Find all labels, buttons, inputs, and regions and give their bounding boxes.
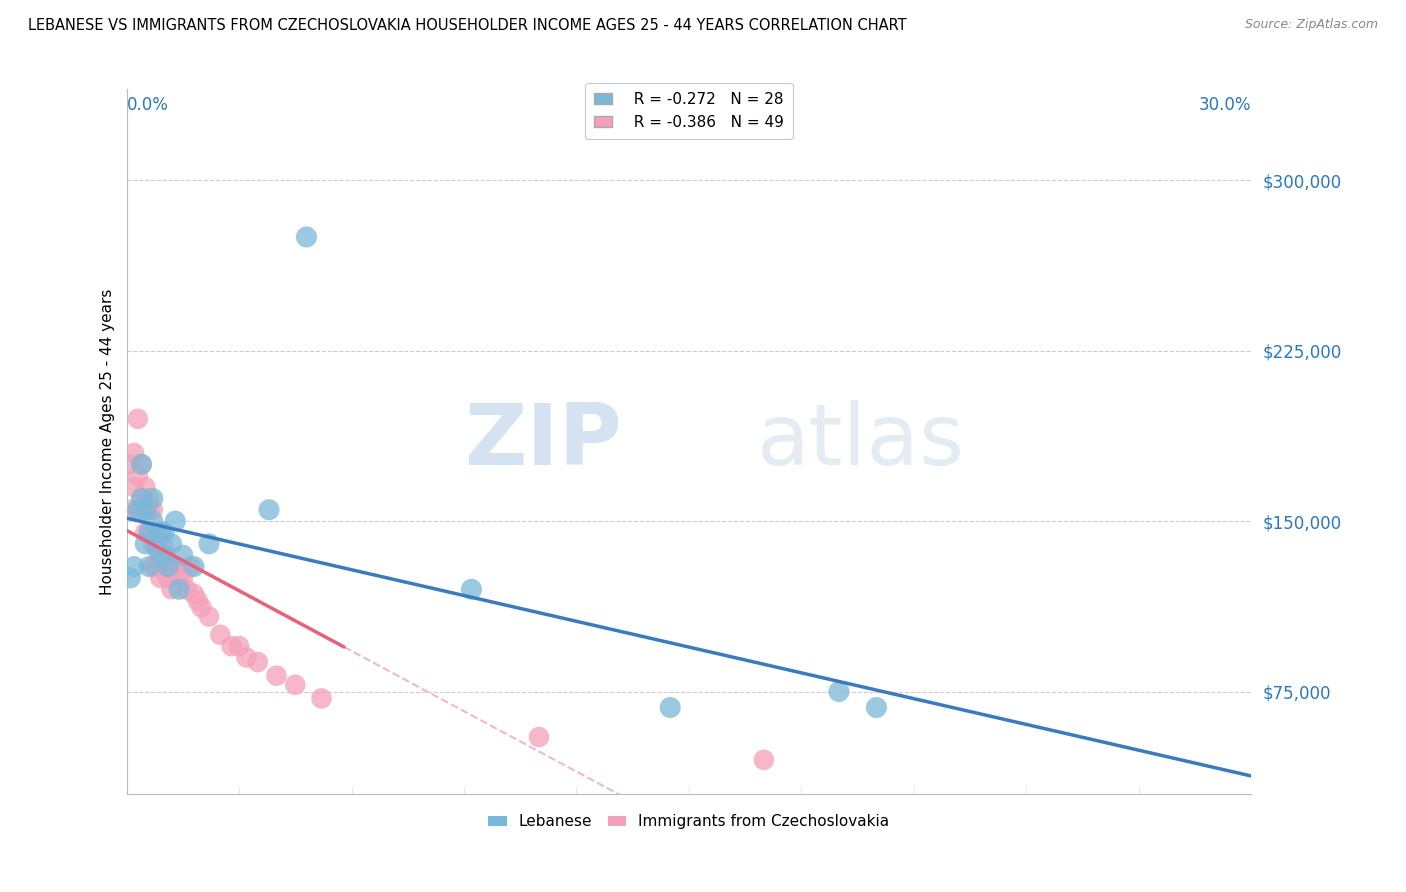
Point	[142, 502, 165, 516]
Point	[149, 571, 172, 585]
Point	[176, 582, 198, 597]
Point	[120, 457, 142, 471]
Point	[865, 700, 887, 714]
Point	[138, 525, 160, 540]
Point	[145, 525, 167, 540]
Point	[120, 571, 142, 585]
Point	[122, 480, 145, 494]
Point	[127, 502, 149, 516]
Point	[142, 514, 165, 528]
Point	[190, 600, 212, 615]
Point	[228, 639, 250, 653]
Point	[460, 582, 482, 597]
Point	[167, 571, 190, 585]
Point	[134, 502, 156, 516]
Point	[131, 491, 153, 506]
Point	[122, 559, 145, 574]
Point	[127, 502, 149, 516]
Text: 0.0%: 0.0%	[127, 96, 169, 114]
Point	[138, 502, 160, 516]
Point	[153, 559, 176, 574]
Legend: Lebanese, Immigrants from Czechoslovakia: Lebanese, Immigrants from Czechoslovakia	[482, 808, 896, 836]
Point	[153, 541, 176, 556]
Point	[127, 468, 149, 483]
Point	[142, 559, 165, 574]
Point	[149, 525, 172, 540]
Point	[153, 548, 176, 562]
Text: 30.0%: 30.0%	[1199, 96, 1251, 114]
Point	[235, 650, 257, 665]
Point	[527, 730, 550, 744]
Point	[187, 593, 209, 607]
Point	[266, 668, 288, 682]
Point	[160, 559, 183, 574]
Point	[198, 609, 221, 624]
Point	[209, 628, 232, 642]
Point	[160, 582, 183, 597]
Point	[183, 587, 205, 601]
Point	[122, 446, 145, 460]
Point	[138, 491, 160, 506]
Point	[127, 412, 149, 426]
Text: ZIP: ZIP	[464, 400, 621, 483]
Point	[246, 655, 269, 669]
Point	[153, 525, 176, 540]
Point	[752, 753, 775, 767]
Point	[120, 502, 142, 516]
Point	[221, 639, 243, 653]
Point	[131, 491, 153, 506]
Point	[183, 559, 205, 574]
Y-axis label: Householder Income Ages 25 - 44 years: Householder Income Ages 25 - 44 years	[100, 288, 115, 595]
Point	[198, 537, 221, 551]
Text: atlas: atlas	[756, 400, 965, 483]
Point	[160, 537, 183, 551]
Point	[172, 548, 194, 562]
Point	[138, 525, 160, 540]
Point	[142, 491, 165, 506]
Point	[156, 559, 179, 574]
Point	[295, 230, 318, 244]
Point	[134, 525, 156, 540]
Point	[284, 678, 307, 692]
Text: Source: ZipAtlas.com: Source: ZipAtlas.com	[1244, 18, 1378, 31]
Point	[167, 582, 190, 597]
Point	[828, 684, 851, 698]
Point	[165, 514, 187, 528]
Point	[134, 502, 156, 516]
Point	[149, 559, 172, 574]
Point	[145, 559, 167, 574]
Point	[257, 502, 280, 516]
Point	[659, 700, 682, 714]
Text: LEBANESE VS IMMIGRANTS FROM CZECHOSLOVAKIA HOUSEHOLDER INCOME AGES 25 - 44 YEARS: LEBANESE VS IMMIGRANTS FROM CZECHOSLOVAK…	[28, 18, 907, 33]
Point	[311, 691, 333, 706]
Point	[142, 537, 165, 551]
Point	[156, 571, 179, 585]
Point	[131, 457, 153, 471]
Point	[134, 480, 156, 494]
Point	[156, 559, 179, 574]
Point	[131, 457, 153, 471]
Point	[134, 537, 156, 551]
Point	[179, 559, 201, 574]
Point	[145, 541, 167, 556]
Point	[149, 548, 172, 562]
Point	[145, 537, 167, 551]
Point	[165, 559, 187, 574]
Point	[138, 559, 160, 574]
Point	[172, 571, 194, 585]
